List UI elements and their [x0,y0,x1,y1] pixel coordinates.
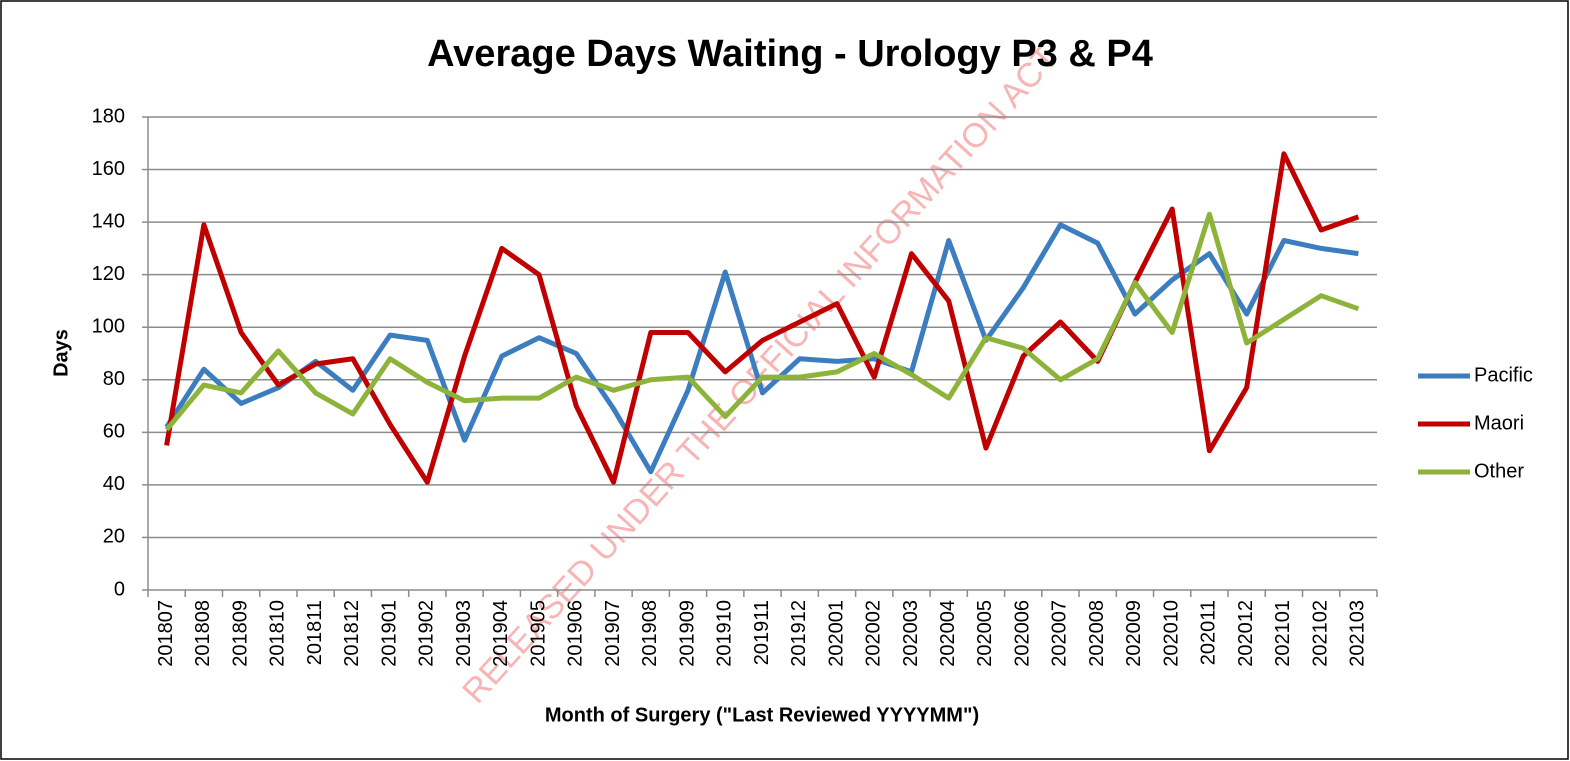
y-tick-label: 180 [92,105,125,127]
series-line [164,211,1360,432]
y-tick-label: 140 [92,210,125,232]
y-tick-label: 160 [92,158,125,180]
x-tick-label: 201810 [267,600,289,667]
x-tick-label: 202010 [1160,600,1182,667]
x-tick-label: 202001 [825,600,847,667]
legend-label: Other [1474,460,1524,482]
x-tick-label: 201912 [788,600,810,667]
series-line [164,151,1360,485]
y-tick-label: 40 [103,473,125,495]
chart-title: Average Days Waiting - Urology P3 & P4 [427,33,1153,75]
y-axis-label: Days [50,329,72,377]
x-tick-label: 202012 [1235,600,1257,667]
y-tick-label: 80 [103,368,125,390]
x-tick-label: 201904 [490,600,512,667]
legend-label: Maori [1474,412,1524,434]
x-tick-label: 202101 [1272,600,1294,667]
x-tick-label: 201903 [453,600,475,667]
x-axis-label: Month of Surgery ("Last Reviewed YYYYMM"… [545,704,979,726]
y-tick-label: 120 [92,263,125,285]
y-tick-label: 100 [92,316,125,338]
x-tick-label: 201905 [527,600,549,667]
series-line [164,222,1359,475]
x-tick-label: 202008 [1086,600,1108,667]
x-tick-label: 202103 [1347,600,1369,667]
x-tick-label: 201807 [155,600,177,667]
x-tick-label: 202009 [1123,600,1145,667]
x-tick-label: 202005 [974,600,996,667]
x-tick-label: 202004 [937,600,959,667]
x-tick-label: 201908 [639,600,661,667]
x-tick-label: 201907 [602,600,624,667]
legend-label: Pacific [1474,364,1533,386]
x-tick-label: 201911 [751,600,773,665]
y-tick-label: 60 [103,421,125,443]
y-tick-label: 20 [103,526,125,548]
x-tick-label: 201811 [304,600,326,665]
x-tick-label: 202102 [1309,600,1331,667]
x-tick-label: 201906 [565,600,587,667]
x-tick-label: 201808 [192,600,214,667]
y-tick-label: 0 [114,578,125,600]
x-tick-label: 201812 [341,600,363,667]
x-tick-label: 202011 [1198,600,1220,665]
x-tick-label: 202002 [863,600,885,667]
x-tick-label: 201901 [378,600,400,667]
x-tick-label: 202007 [1049,600,1071,667]
x-tick-label: 201909 [676,600,698,667]
x-tick-label: 201910 [714,600,736,667]
x-tick-label: 201809 [229,600,251,667]
x-tick-label: 201902 [416,600,438,667]
x-tick-label: 202006 [1011,600,1033,667]
x-tick-label: 202003 [900,600,922,667]
